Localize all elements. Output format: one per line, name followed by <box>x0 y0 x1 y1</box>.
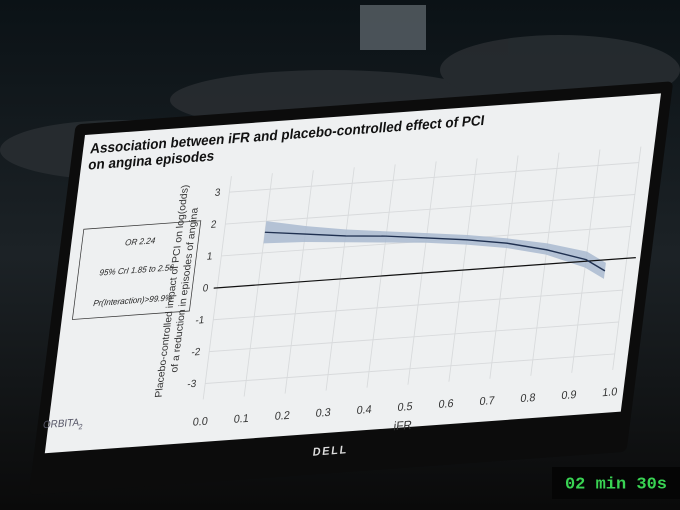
x-tick-label: 0.0 <box>192 416 209 429</box>
logo-text: ORBITA <box>42 417 80 431</box>
line <box>264 231 606 272</box>
y-tick-label: 2 <box>210 219 217 231</box>
x-tick-label: 1.0 <box>602 386 619 399</box>
y-tick-label: -3 <box>187 379 198 391</box>
brand: DELL <box>312 444 349 459</box>
x-axis-label: iFR <box>393 418 413 434</box>
timer: 02 min 30s <box>565 475 667 494</box>
reference-line <box>213 256 636 289</box>
y-tick-label: 3 <box>214 187 221 199</box>
x-tick-label: 0.9 <box>561 389 578 402</box>
x-tick-label: 0.5 <box>397 401 414 414</box>
timer-box <box>552 467 680 499</box>
x-tick-label: 0.4 <box>356 404 373 417</box>
logo: ORBITA2 <box>42 417 84 434</box>
screen <box>44 93 662 454</box>
x-tick-label: 0.2 <box>274 410 291 423</box>
x-tick-label: 0.1 <box>233 413 250 426</box>
y-tick-label: -2 <box>191 347 202 359</box>
logo-subscript: 2 <box>78 422 83 431</box>
x-tick-label: 0.3 <box>315 407 332 420</box>
y-tick-label: 1 <box>206 251 213 263</box>
y-tick-label: 0 <box>202 283 209 295</box>
y-tick-label: -1 <box>195 315 206 327</box>
x-tick-label: 0.6 <box>438 398 455 411</box>
x-tick-label: 0.7 <box>479 395 496 408</box>
annotation-box <box>71 220 202 320</box>
annotation: OR 2.24 <box>125 235 157 247</box>
x-tick-label: 0.8 <box>520 392 537 405</box>
monitor: Association between iFR and placebo-cont… <box>29 81 673 495</box>
